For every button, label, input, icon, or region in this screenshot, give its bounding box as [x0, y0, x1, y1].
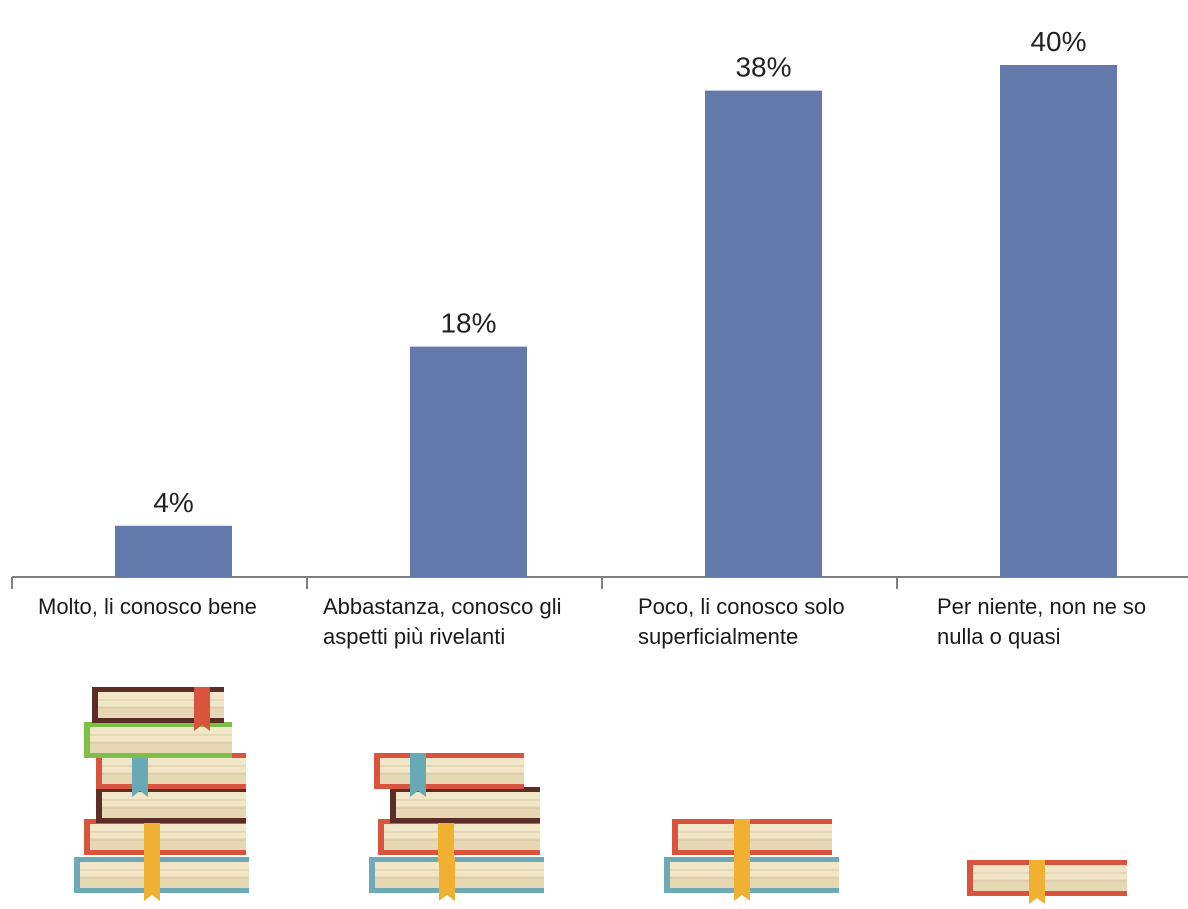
- bar-3: [705, 90, 822, 577]
- bar-1: [115, 525, 232, 577]
- book-icon: [967, 860, 1127, 904]
- x-tick-label-line: superficialmente: [638, 624, 799, 649]
- book-icon: [672, 819, 832, 863]
- bars-group: 4% 18% 38% 40%: [115, 26, 1117, 577]
- book-icon: [369, 857, 544, 901]
- data-label-3: 38%: [735, 52, 791, 83]
- book-icon: [96, 787, 246, 823]
- x-tick-label-line: Molto, li conosco bene: [38, 594, 257, 619]
- book-icon: [74, 857, 249, 901]
- x-tick-label-line: nulla o quasi: [937, 624, 1061, 649]
- x-tick-label-2: Abbastanza, conosco gli aspetti più rivel…: [323, 592, 562, 652]
- data-label-2: 18%: [440, 308, 496, 339]
- book-icon: [92, 687, 224, 731]
- bar-4: [1000, 65, 1117, 577]
- book-icon: [84, 722, 232, 758]
- data-label-4: 40%: [1030, 26, 1086, 57]
- x-tick-label-line: aspetti più rivelanti: [323, 624, 506, 649]
- book-icon: [84, 819, 246, 863]
- bar-2: [410, 346, 527, 577]
- x-tick-label-1: Molto, li conosco bene: [38, 592, 257, 622]
- x-tick-label-line: Abbastanza, conosco gli: [323, 594, 562, 619]
- book-icon: [374, 753, 524, 797]
- data-label-1: 4%: [153, 487, 193, 518]
- book-icon: [664, 857, 839, 901]
- x-tick-label-3: Poco, li conosco solo superficialmente: [638, 592, 845, 652]
- x-tick-label-line: Poco, li conosco solo: [638, 594, 845, 619]
- book-icon: [378, 819, 540, 863]
- x-tick-label-4: Per niente, non ne so nulla o quasi: [937, 592, 1146, 652]
- book-icon: [96, 753, 246, 797]
- x-tick-label-line: Per niente, non ne so: [937, 594, 1147, 619]
